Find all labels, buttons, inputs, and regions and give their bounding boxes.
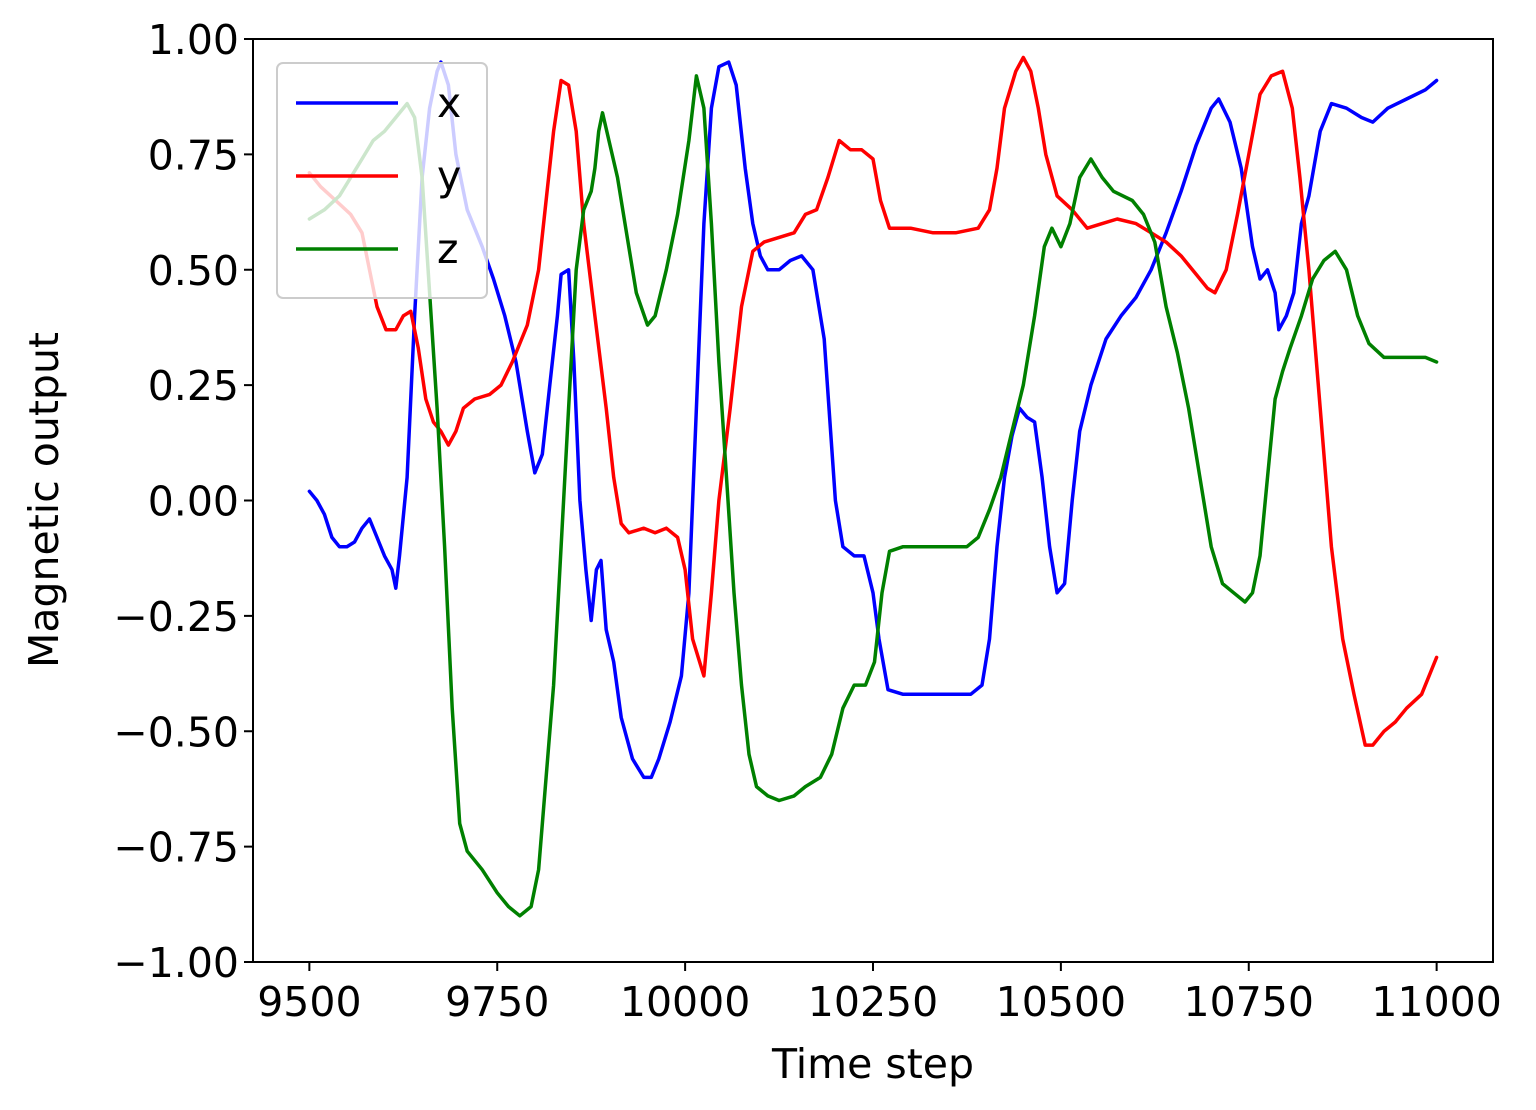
y-tick-label: −0.25 xyxy=(113,593,239,641)
y-tick-label: −0.75 xyxy=(113,824,239,872)
legend-label-x: x xyxy=(437,79,461,127)
y-tick-label: 0.25 xyxy=(148,362,239,410)
legend-label-y: y xyxy=(437,152,461,200)
y-axis: 1.00 0.75 0.50 0.25 0.00 −0.25 −0.50 −0.75 −1.00 xyxy=(113,16,253,987)
y-tick-label: 0.50 xyxy=(148,247,239,295)
x-tick-label: 9750 xyxy=(445,978,549,1026)
y-tick-label: −0.50 xyxy=(113,708,239,756)
y-tick-label: −1.00 xyxy=(113,939,239,987)
y-tick-label: 0.75 xyxy=(148,131,239,179)
x-axis-label: Time step xyxy=(771,1040,974,1088)
x-tick-label: 10000 xyxy=(620,978,750,1026)
x-tick-label: 10500 xyxy=(996,978,1126,1026)
legend-box xyxy=(276,62,488,299)
y-tick-label: 1.00 xyxy=(148,16,239,64)
x-axis: 9500 9750 10000 10250 10500 10750 11000 xyxy=(257,962,1502,1026)
y-tick-label: 0.00 xyxy=(148,478,239,526)
series-line-y xyxy=(307,55,1439,747)
x-tick-label: 10750 xyxy=(1184,978,1314,1026)
x-tick-label: 10250 xyxy=(808,978,938,1026)
series-line-z xyxy=(307,74,1439,918)
y-axis-label: Magnetic output xyxy=(20,332,68,668)
x-tick-label: 9500 xyxy=(257,978,361,1026)
legend: xyz xyxy=(276,62,488,299)
x-tick-label: 11000 xyxy=(1371,978,1501,1026)
legend-label-z: z xyxy=(437,225,459,273)
